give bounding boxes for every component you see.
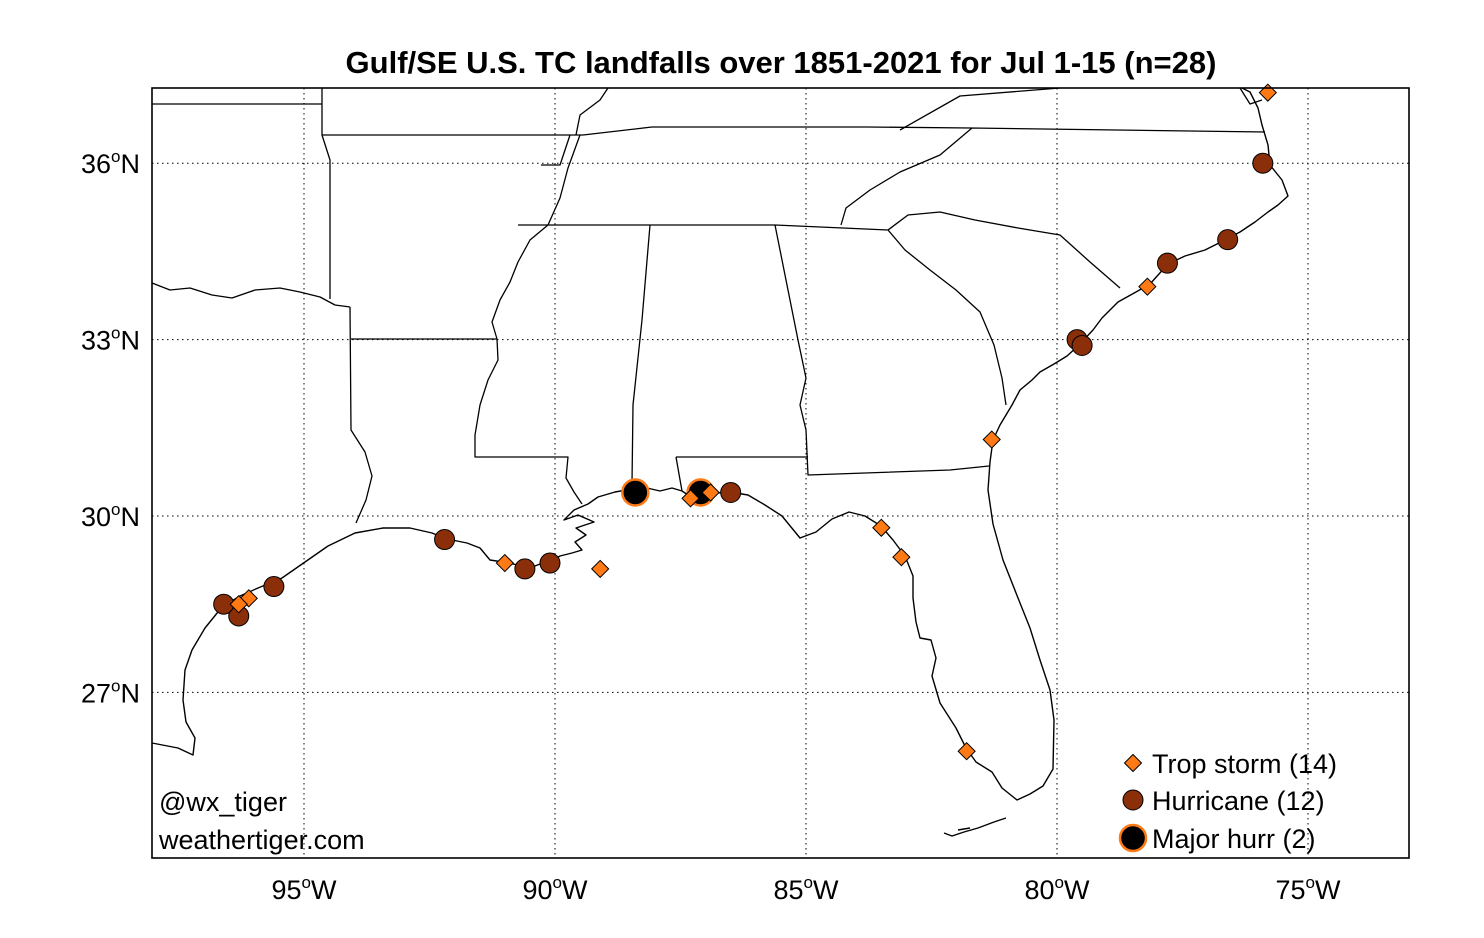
lat-tick-label-0: 36oN — [81, 147, 140, 179]
lat-tick-label-3: 27oN — [81, 676, 140, 708]
map-title: Gulf/SE U.S. TC landfalls over 1851-2021… — [346, 45, 1217, 80]
lat-tick-label-1: 33oN — [81, 324, 140, 356]
hurricane-marker — [1156, 252, 1178, 274]
northeast-borders — [899, 87, 1263, 131]
tick-labels: 95oW 90oW 85oW 80oW 75oW 36oN 33oN 30oN 27oN — [81, 147, 1341, 905]
major-hurricane-marker — [621, 478, 650, 507]
lon-tick-label-0: 95oW — [272, 873, 338, 905]
trop-storm-marker — [872, 518, 891, 537]
hurricane-marker — [1252, 152, 1274, 174]
hurricane-marker — [263, 576, 285, 598]
gridlines — [152, 88, 1409, 858]
trop-storm-marker — [1258, 83, 1278, 102]
legend-swatch-ts — [1123, 753, 1143, 773]
legend: Trop storm (14) Hurricane (12) Major hurr … — [1118, 749, 1337, 854]
legend-label-hu: Hurricane (12) — [1152, 786, 1325, 816]
hurricane-marker — [539, 552, 561, 574]
hurricane-marker — [434, 529, 456, 551]
trop-storm-marker — [229, 595, 248, 614]
state-borders — [151, 87, 1266, 524]
lon-tick-label-4: 75oW — [1276, 873, 1342, 905]
hurricane-marker — [1217, 229, 1239, 251]
lat-tick-label-2: 30oN — [81, 500, 140, 532]
trop-storm-marker — [982, 430, 1001, 449]
hurricane-marker — [1071, 334, 1093, 356]
trop-storm-marker — [1138, 277, 1157, 296]
landfall-markers — [213, 83, 1278, 761]
legend-label-mh: Major hurr (2) — [1152, 824, 1316, 854]
plot-frame — [151, 87, 1410, 859]
trop-storm-marker — [681, 489, 700, 508]
plot-area — [151, 83, 1409, 858]
coastline — [151, 87, 1289, 801]
trop-storm-marker — [701, 483, 720, 502]
trop-storm-marker — [957, 742, 976, 761]
credit-handle: @wx_tiger — [159, 787, 287, 817]
legend-swatch-mh — [1118, 823, 1148, 853]
legend-label-ts: Trop storm (14) — [1152, 749, 1337, 779]
trop-storm-marker — [495, 553, 514, 573]
lon-tick-label-3: 80oW — [1025, 873, 1091, 905]
hurricane-marker — [514, 558, 536, 580]
credit-website: weathertiger.com — [158, 825, 365, 855]
hurricane-marker — [720, 481, 742, 503]
trop-storm-marker — [892, 547, 911, 567]
trop-storm-marker — [590, 559, 610, 579]
lon-tick-label-1: 90oW — [523, 873, 589, 905]
legend-swatch-hu — [1122, 789, 1144, 811]
lon-tick-label-2: 85oW — [774, 873, 840, 905]
florida-keys — [943, 817, 1007, 837]
